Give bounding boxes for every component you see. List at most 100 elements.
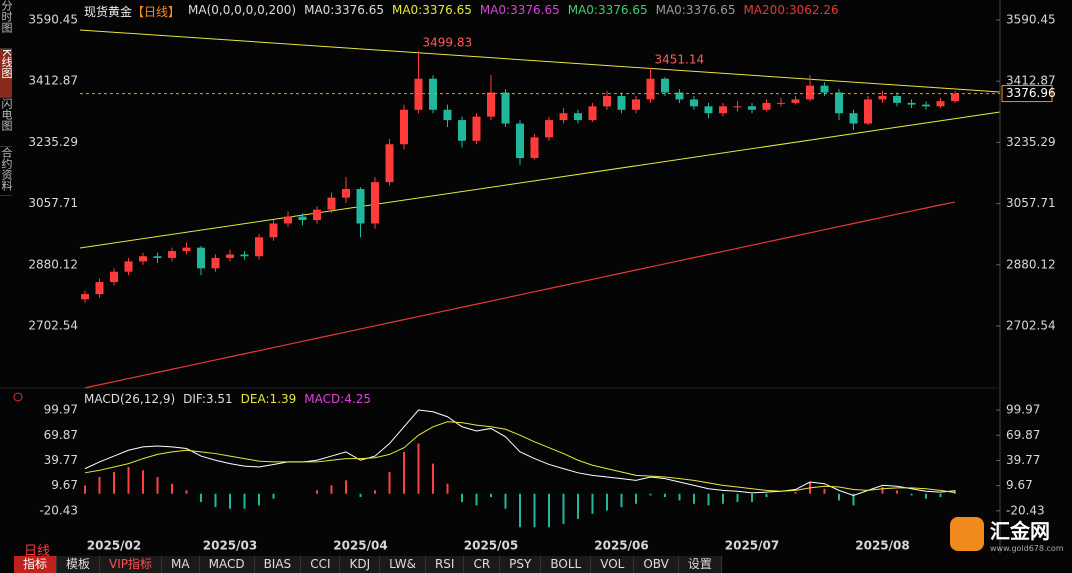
candle-body — [951, 93, 959, 102]
macd-bar — [461, 493, 463, 503]
candle-body — [603, 95, 611, 107]
candle-body — [211, 257, 220, 269]
toolbar-tab[interactable]: VIP指标 — [100, 556, 163, 573]
macd-bar — [693, 493, 695, 504]
candle-body — [588, 106, 597, 121]
side-tabs: 分时图 K线图 闪电图 合约资料 — [0, 0, 12, 196]
candle-body — [661, 78, 669, 93]
macd-bar — [330, 485, 333, 494]
macd-bar — [635, 493, 637, 504]
candle-body — [81, 294, 89, 300]
candle-body — [110, 271, 118, 283]
x-tick-label: 2025/02 — [87, 539, 141, 553]
candle-body — [632, 99, 640, 110]
macd-bar — [171, 483, 173, 494]
macd-legend: MACD(26,12,9) DIF:3.51 DEA:1.39 MACD:4.25 — [84, 392, 371, 406]
candle-body — [646, 78, 655, 100]
candle-body — [806, 85, 814, 100]
y-tick-label: -20.43 — [39, 503, 78, 517]
macd-bar — [243, 493, 246, 509]
toolbar-tab[interactable]: MA — [162, 556, 200, 573]
macd-bar — [664, 493, 666, 498]
legend-item: MA(0,0,0,0,0,200) — [188, 3, 297, 17]
macd-bar — [214, 493, 217, 508]
toolbar-tab[interactable]: VOL — [591, 556, 635, 573]
candle-body — [516, 123, 524, 159]
period-button[interactable]: 日线 — [24, 544, 51, 559]
macd-bar — [258, 493, 260, 506]
candle-body — [342, 189, 350, 198]
macd-bar — [722, 493, 724, 504]
candle-body — [922, 104, 930, 107]
y-tick-label: 3057.71 — [28, 196, 78, 210]
y-tick-label: 2702.54 — [28, 319, 78, 333]
toolbar-tab[interactable]: RSI — [426, 556, 465, 573]
toolbar-tab[interactable]: BOLL — [541, 556, 592, 573]
y-tick-label: 9.67 — [51, 478, 78, 492]
candle-body — [849, 113, 858, 124]
candle-body — [429, 78, 437, 110]
candle-body — [269, 223, 278, 238]
toolbar-tab[interactable]: OBV — [634, 556, 679, 573]
toolbar-tab[interactable]: MACD — [200, 556, 255, 573]
dea-line — [84, 421, 956, 494]
macd-bar — [229, 493, 231, 509]
candle-body — [458, 120, 466, 141]
x-tick-label: 2025/06 — [594, 539, 648, 553]
candle-body — [791, 99, 800, 103]
candle-body — [545, 120, 553, 138]
candle-body — [864, 99, 872, 124]
macd-bar — [562, 493, 565, 524]
side-tab[interactable]: K线图 — [0, 49, 12, 98]
y-tick-label: 3235.29 — [28, 135, 78, 149]
trend-line — [79, 29, 1001, 93]
side-tab[interactable]: 分时图 — [0, 0, 12, 49]
toolbar-tab[interactable]: 模板 — [57, 556, 101, 573]
macd-bar — [577, 493, 579, 519]
toolbar-tab[interactable]: CR — [464, 556, 501, 573]
macd-bar — [185, 490, 188, 494]
candle-body — [139, 256, 147, 262]
macd-bar — [606, 493, 608, 511]
candle-body — [124, 261, 133, 272]
candle-body — [284, 216, 292, 224]
candle-body — [443, 109, 452, 121]
x-tick-label: 2025/07 — [725, 539, 779, 553]
macd-bar — [84, 485, 86, 494]
candle-body — [704, 106, 713, 114]
candle-body — [820, 85, 829, 93]
macd-bar — [98, 476, 101, 494]
candle-body — [617, 95, 626, 110]
toolbar-tab[interactable]: 设置 — [679, 556, 722, 573]
candle-body — [371, 182, 379, 224]
toolbar-tab[interactable]: PSY — [500, 556, 542, 573]
symbol: 现货黄金 — [84, 5, 133, 19]
x-tick-label: 2025/05 — [464, 539, 518, 553]
macd-bar — [446, 483, 449, 494]
candle-body — [777, 102, 785, 104]
macd-bar — [345, 480, 347, 494]
macd-bar — [736, 493, 739, 503]
macd-bar — [649, 493, 652, 496]
legend-item: MACD:4.25 — [304, 392, 371, 406]
macd-bar — [142, 470, 144, 494]
candle-body — [168, 251, 176, 258]
y-tick-label: 3412.87 — [1006, 74, 1056, 88]
legend-item: MA200:3062.26 — [743, 3, 839, 17]
macd-bar — [200, 493, 202, 503]
toolbar-tab[interactable]: 指标 — [14, 556, 58, 573]
toolbar-tab[interactable]: CCI — [301, 556, 341, 573]
y-tick-label: 3590.45 — [28, 13, 78, 27]
candle-body — [748, 106, 756, 110]
side-tab[interactable]: 闪电图 — [0, 98, 12, 147]
macd-bar — [751, 493, 753, 503]
header: 现货黄金 【日线】 MA(0,0,0,0,0,200) MA0:3376.65 MA… — [84, 3, 839, 20]
y-tick-label: 3057.71 — [1006, 196, 1056, 210]
toolbar-tab[interactable]: BIAS — [255, 556, 302, 573]
macd-bar — [852, 493, 855, 506]
toolbar-tab[interactable]: LW& — [380, 556, 426, 573]
side-tab[interactable]: 合约资料 — [0, 147, 12, 196]
candle-body — [690, 99, 698, 107]
macd-bar — [939, 493, 942, 498]
toolbar-tab[interactable]: KDJ — [340, 556, 381, 573]
